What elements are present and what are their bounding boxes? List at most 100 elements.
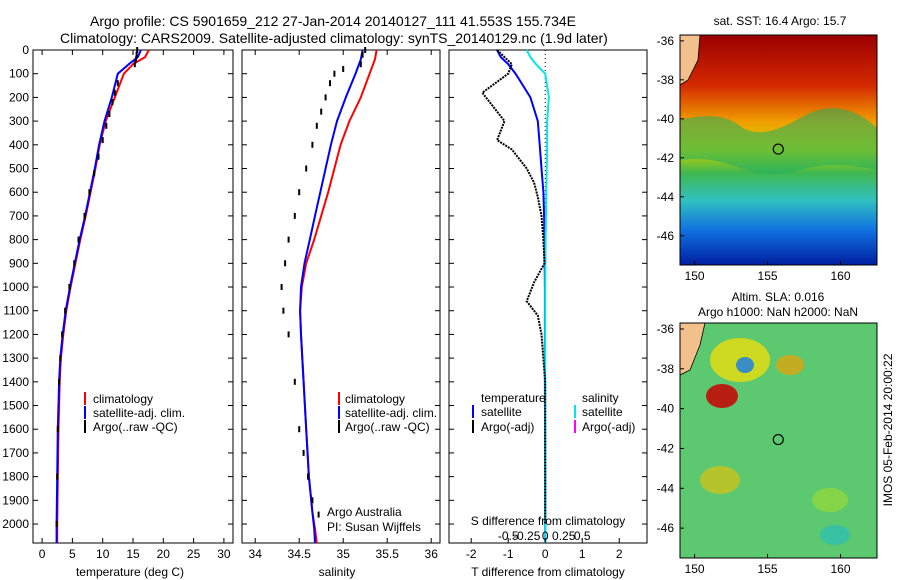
sla-high-5 [812,488,848,512]
map-y-tick-label: -36 [657,34,675,48]
difference-x-label: T difference from climatology [471,565,625,579]
y-tick-label: 200 [9,90,29,104]
argo-point [287,236,290,243]
sla-high-3 [776,355,804,375]
temperature-axes-frame [32,49,234,544]
temperature-ticks: 0 5 10 15 20 25 300100200300400500600700800900… [2,43,233,561]
sst-map-title: sat. SST: 16.4 Argo: 15.7 [714,14,847,28]
argo-point [298,189,301,196]
x-tick-label: 36 [425,547,439,561]
argo-point [64,307,67,314]
map-y-tick-label: -42 [657,151,675,165]
argo-point [329,80,331,87]
legend-salinity-title: salinity [582,391,619,405]
y-tick-label: 100 [9,67,29,81]
argo-point [311,141,314,148]
temperature-legend: climatology satellite-adj. clim. Argo(..… [84,392,185,434]
top-x-tick-label: 0.5 [574,529,591,543]
sla-map-title-2: Argo h1000: NaN h2000: NaN [698,305,858,319]
series-line-satellite-adj-clim- [299,49,364,544]
series-line-salinity-satellite [525,49,550,543]
map-x-tick-label: 155 [758,269,778,283]
y-tick-label: 1900 [2,493,29,507]
argo-point [364,47,367,53]
top-x-tick-label: -0.5 [498,529,519,543]
sla-argo-marker [772,433,784,446]
timestamp-stamp: IMOS 05-Feb-2014 20:00:22 [876,300,900,560]
map-x-tick-label: 160 [831,562,851,576]
map-y-tick-label: -38 [657,73,675,87]
sst-map-frame [679,34,878,266]
series-line-temperature-satellite [496,49,547,543]
argo-point [282,307,285,314]
argo-point [293,212,296,219]
map-y-tick-label: -38 [657,362,675,376]
difference-panel: -2 -1 0 1 2 -0.5-0.25 0 0.250.5 S difference fr… [448,49,648,579]
argo-point [56,426,59,433]
map-y-tick-label: -40 [657,112,675,126]
argo-point [333,70,336,77]
legend-climatology-label: climatology [345,392,405,406]
map-y-tick-label: -44 [657,190,675,204]
sla-low-1 [736,357,754,373]
title-line-2: Climatology: CARS2009. Satellite-adjuste… [60,30,608,46]
argo-point [342,66,345,72]
y-tick-label: 300 [9,114,29,128]
x-tick-label: 5 [69,547,76,561]
legend-argo-label: Argo(..raw -QC) [93,420,178,434]
x-tick-label: 35.5 [376,547,400,561]
argo-point [315,122,318,129]
x-tick-label: 2 [616,547,623,561]
y-tick-label: 1700 [2,446,29,460]
x-tick-label: 25 [187,547,201,561]
argo-point [88,189,91,196]
argo-point [135,51,138,58]
argo-point [101,137,104,144]
salinity-axes-frame [241,49,441,544]
argo-point [97,153,100,160]
sla-map-ticks: 150 155 160 -36 -38 -40 -42 -44 -46 [657,322,851,576]
x-tick-label: 35 [337,547,351,561]
map-y-tick-label: -40 [657,402,675,416]
y-tick-label: 400 [9,138,29,152]
argo-point [311,497,314,504]
series-argo-diff [480,49,547,524]
argo-point [302,449,305,456]
sla-map-frame [679,322,878,559]
top-x-tick-label: -0.25 [513,529,541,543]
argo-point [83,212,86,219]
y-tick-label: 700 [9,209,29,223]
title-line-1: Argo profile: CS 5901659_212 27-Jan-2014… [90,13,576,29]
series-line-climatology [299,49,378,544]
legend-t-argo-label: Argo(-adj) [481,420,534,434]
y-tick-label: 600 [9,185,29,199]
legend-satellite-label: satellite-adj. clim. [93,406,185,420]
argo-point [68,284,71,290]
y-tick-label: 2000 [2,517,29,531]
top-x-tick-label: 0.25 [552,529,576,543]
y-tick-label: 500 [9,162,29,176]
difference-legend-salinity: salinity satellite Argo(-adj) [574,391,635,434]
argo-point [284,260,287,267]
y-tick-label: 1100 [3,304,29,318]
x-tick-label: 20 [157,547,171,561]
map-y-tick-label: -42 [657,441,675,455]
difference-ticks: -2 -1 0 1 2 -0.5-0.25 0 0.250.5 [449,49,647,561]
argo-point [324,94,327,101]
timestamp-text: IMOS 05-Feb-2014 20:00:22 [881,353,895,507]
x-tick-label: 1 [579,547,586,561]
argo-point [307,473,309,480]
sst-map-panel: sat. SST: 16.4 Argo: 15.7 150 155 160 -36 -3… [657,14,878,283]
x-tick-label: -1 [503,547,514,561]
salinity-legend: climatology satellite-adj. clim. Argo(..… [338,392,437,434]
difference-legend-temperature: temperature satellite Argo(-adj) [472,391,546,434]
map-y-tick-label: -44 [657,481,675,495]
x-tick-label: 15 [126,547,140,561]
temperature-marks [55,47,150,543]
argo-point [293,378,296,385]
argo-point [58,378,61,385]
sst-coastline [680,35,701,86]
argo-point [77,236,80,243]
difference-top-axis-label: S difference from climatology [471,514,626,528]
annotation-argo-australia: Argo Australia [327,505,402,519]
